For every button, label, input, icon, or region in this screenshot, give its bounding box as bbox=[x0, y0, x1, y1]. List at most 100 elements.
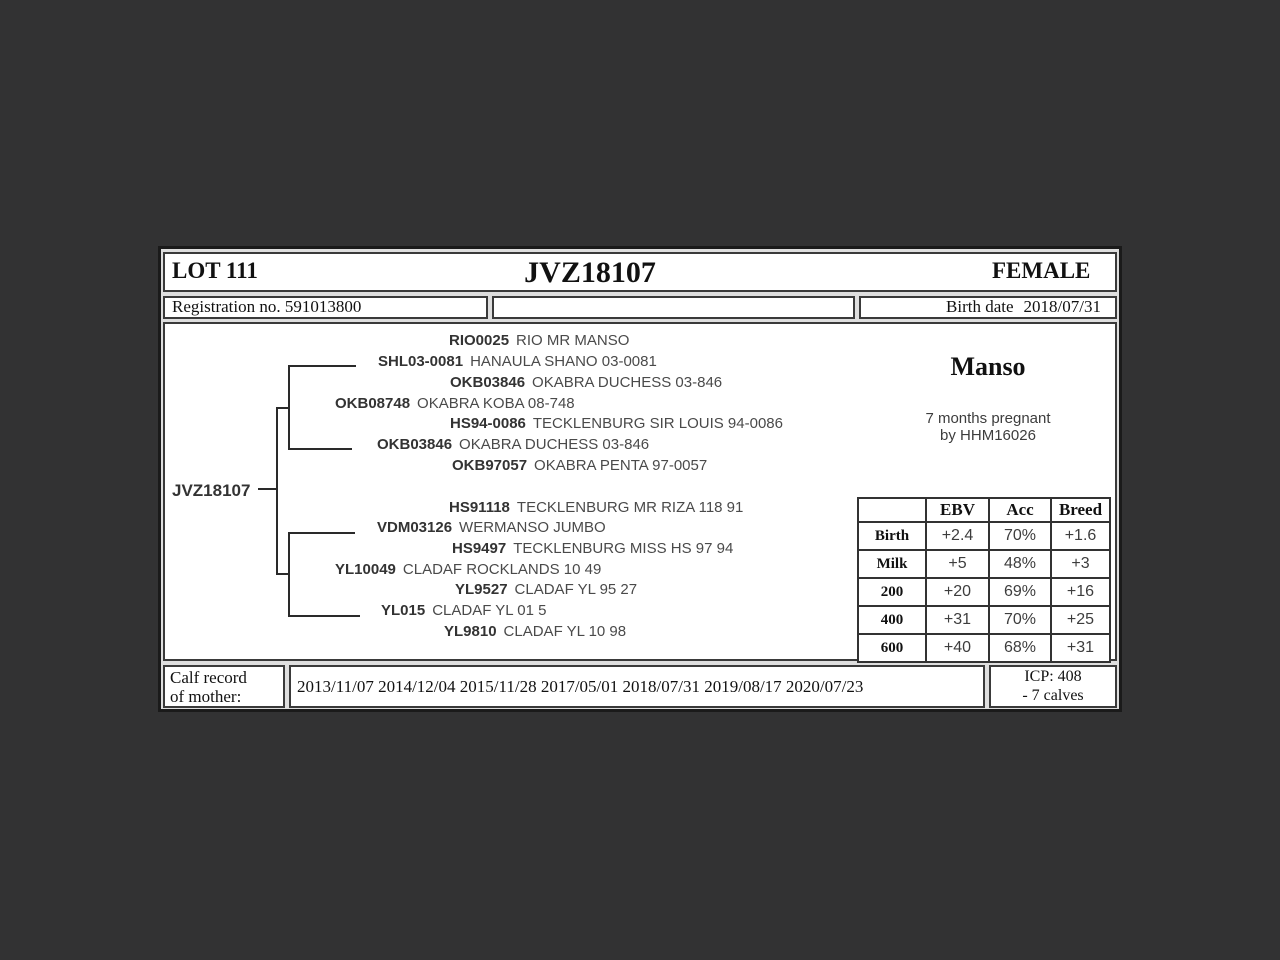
animal-name: OKABRA PENTA 97-0057 bbox=[534, 457, 708, 474]
ebv-row-label: Birth bbox=[857, 521, 927, 551]
ebv-value: +2.4 bbox=[925, 521, 990, 551]
header-box bbox=[163, 252, 1117, 292]
sex-label: FEMALE bbox=[992, 258, 1091, 283]
animal-name: TECKLENBURG MISS HS 97 94 bbox=[513, 540, 734, 557]
breed-value: +16 bbox=[1050, 577, 1111, 607]
animal-name: CLADAF YL 01 5 bbox=[432, 602, 547, 619]
animal-name: CLADAF YL 10 98 bbox=[503, 623, 627, 640]
animal-id-title: JVZ18107 bbox=[524, 256, 656, 289]
ebv-header-empty bbox=[857, 497, 927, 523]
animal-code: YL015 bbox=[381, 602, 426, 619]
ebv-header-row: EBV Acc Breed bbox=[857, 497, 1111, 523]
pedigree-entry: HS91118 TECKLENBURG MR RIZA 118 91 bbox=[449, 499, 743, 516]
pedigree-entry: HS9497 TECKLENBURG MISS HS 97 94 bbox=[452, 540, 733, 557]
ebv-row-label: Milk bbox=[857, 549, 927, 579]
pedigree-subject-id: JVZ18107 bbox=[172, 481, 251, 500]
ebv-row-label: 200 bbox=[857, 577, 927, 607]
pedigree-entry: YL9810 CLADAF YL 10 98 bbox=[444, 623, 626, 640]
pedigree-entry: OKB08748 OKABRA KOBA 08-748 bbox=[335, 395, 575, 412]
acc-value: 69% bbox=[988, 577, 1052, 607]
lot-number: LOT 111 bbox=[172, 258, 258, 283]
pedigree-entry: RIO0025 RIO MR MANSO bbox=[449, 332, 629, 349]
dam-bottom-line bbox=[288, 615, 360, 617]
animal-code: OKB03846 bbox=[377, 436, 453, 453]
animal-name: HANAULA SHANO 03-0081 bbox=[470, 353, 657, 370]
ebv-row-600: 600 +40 68% +31 bbox=[857, 633, 1111, 663]
breed-value: +25 bbox=[1050, 605, 1111, 635]
animal-name: TECKLENBURG SIR LOUIS 94-0086 bbox=[532, 415, 783, 432]
animal-name: TECKLENBURG MR RIZA 118 91 bbox=[516, 499, 744, 516]
ebv-table: EBV Acc Breed Birth +2.4 70% +1.6 Milk +… bbox=[857, 497, 1111, 663]
animal-name: OKABRA KOBA 08-748 bbox=[417, 395, 575, 412]
pedigree-entry: VDM03126 WERMANSO JUMBO bbox=[377, 519, 606, 536]
calf-record-icp: ICP: 408 - 7 calves bbox=[989, 667, 1117, 705]
birth-date-box bbox=[859, 296, 1117, 319]
animal-code: OKB03846 bbox=[450, 374, 526, 391]
sire-top-line bbox=[288, 365, 356, 367]
ebv-value: +40 bbox=[925, 633, 990, 663]
acc-value: 70% bbox=[988, 521, 1052, 551]
dam-bracket-line bbox=[288, 532, 290, 617]
dam-top-line bbox=[288, 532, 355, 534]
birth-date-value: 2018/07/31 bbox=[1023, 297, 1101, 316]
birth-date-label: Birth date bbox=[946, 297, 1014, 316]
calf-record-label-box bbox=[163, 665, 285, 708]
animal-code: HS9497 bbox=[452, 540, 507, 557]
animal-code: RIO0025 bbox=[449, 332, 510, 349]
sire-bottom-line bbox=[288, 448, 352, 450]
subject-connector-line bbox=[258, 488, 277, 490]
breed-name: Manso bbox=[950, 352, 1026, 381]
calf-count: - 7 calves bbox=[1022, 687, 1084, 704]
calf-record-label: Calf record of mother: bbox=[170, 668, 247, 706]
pedigree-entry: YL10049 CLADAF ROCKLANDS 10 49 bbox=[335, 561, 601, 578]
ebv-row-200: 200 +20 69% +16 bbox=[857, 577, 1111, 607]
acc-value: 48% bbox=[988, 549, 1052, 579]
animal-code: HS91118 bbox=[449, 499, 510, 516]
ebv-header-acc: Acc bbox=[988, 497, 1052, 523]
animal-code: YL9810 bbox=[444, 623, 497, 640]
animal-code: YL9527 bbox=[455, 581, 508, 598]
pregnancy-line1: 7 months pregnant bbox=[925, 410, 1051, 427]
birth-date: Birth date 2018/07/31 bbox=[859, 297, 1101, 317]
calf-record-label-line1: Calf record bbox=[170, 668, 247, 687]
ebv-value: +31 bbox=[925, 605, 990, 635]
breed-value: +3 bbox=[1050, 549, 1111, 579]
ebv-row-400: 400 +31 70% +25 bbox=[857, 605, 1111, 635]
ebv-header-ebv: EBV bbox=[925, 497, 990, 523]
sire-bracket-line bbox=[288, 365, 290, 450]
animal-code: VDM03126 bbox=[377, 519, 453, 536]
subheader-middle-box bbox=[492, 296, 855, 319]
animal-code: YL10049 bbox=[335, 561, 396, 578]
main-bracket-line bbox=[276, 407, 278, 575]
animal-code: OKB97057 bbox=[452, 457, 528, 474]
pedigree-entry: HS94-0086 TECKLENBURG SIR LOUIS 94-0086 bbox=[450, 415, 783, 432]
animal-code: OKB08748 bbox=[335, 395, 411, 412]
animal-name: WERMANSO JUMBO bbox=[459, 519, 606, 536]
pedigree-entry: OKB03846 OKABRA DUCHESS 03-846 bbox=[377, 436, 649, 453]
animal-code: HS94-0086 bbox=[450, 415, 526, 432]
breed-value: +31 bbox=[1050, 633, 1111, 663]
ebv-row-milk: Milk +5 48% +3 bbox=[857, 549, 1111, 579]
animal-name: CLADAF YL 95 27 bbox=[514, 581, 638, 598]
pedigree-entry: YL015 CLADAF YL 01 5 bbox=[381, 602, 546, 619]
acc-value: 68% bbox=[988, 633, 1052, 663]
ebv-row-label: 400 bbox=[857, 605, 927, 635]
pregnancy-line2: by HHM16026 bbox=[940, 427, 1036, 444]
ebv-row-birth: Birth +2.4 70% +1.6 bbox=[857, 521, 1111, 551]
animal-name: RIO MR MANSO bbox=[516, 332, 630, 349]
animal-code: SHL03-0081 bbox=[378, 353, 464, 370]
calf-record-dates: 2013/11/07 2014/12/04 2015/11/28 2017/05… bbox=[297, 677, 864, 696]
icp-value: ICP: 408 bbox=[1024, 668, 1082, 685]
sire-stub-line bbox=[276, 407, 290, 409]
registration-box bbox=[163, 296, 488, 319]
acc-value: 70% bbox=[988, 605, 1052, 635]
ebv-row-label: 600 bbox=[857, 633, 927, 663]
ebv-value: +20 bbox=[925, 577, 990, 607]
calf-record-icp-box bbox=[989, 665, 1117, 708]
calf-record-dates-box bbox=[289, 665, 985, 708]
animal-name: OKABRA DUCHESS 03-846 bbox=[532, 374, 723, 391]
pedigree-entry: YL9527 CLADAF YL 95 27 bbox=[455, 581, 637, 598]
pedigree-entry: SHL03-0081 HANAULA SHANO 03-0081 bbox=[378, 353, 657, 370]
breed-value: +1.6 bbox=[1050, 521, 1111, 551]
